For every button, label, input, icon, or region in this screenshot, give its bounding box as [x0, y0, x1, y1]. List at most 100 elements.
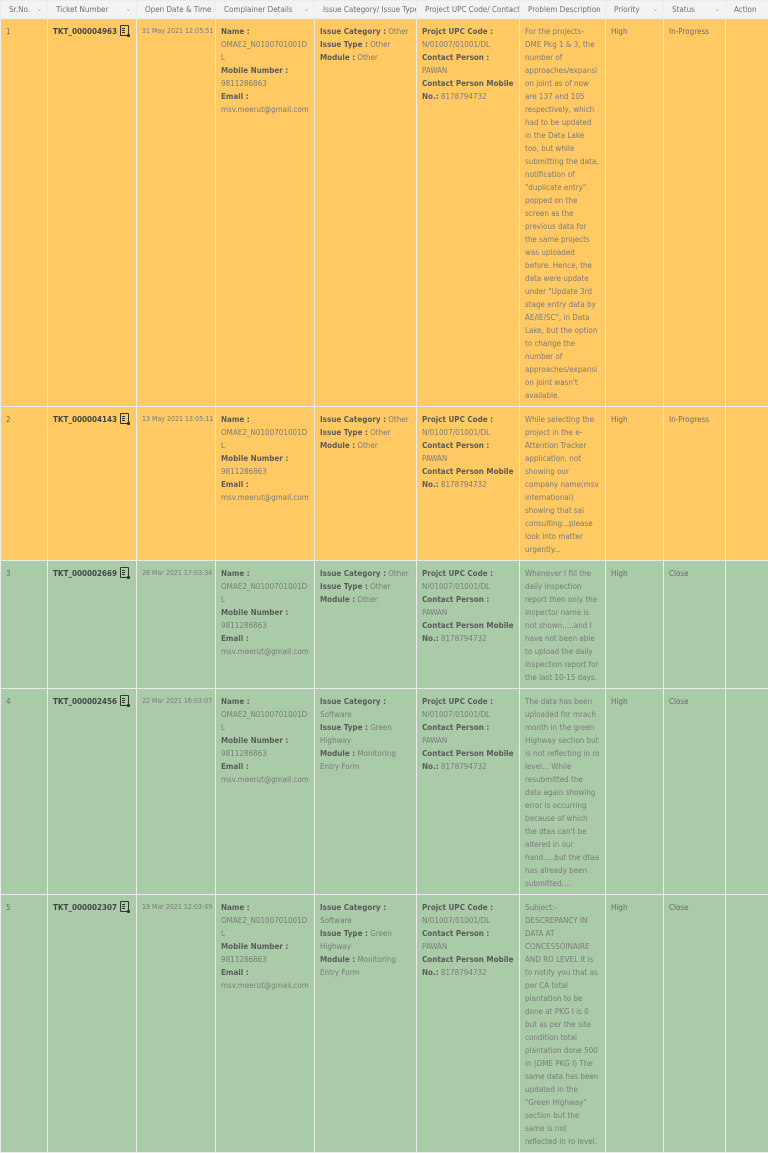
priority: High	[606, 561, 663, 584]
table-row[interactable]: 3 TKT_000002669 26 Mar 2021 17:03:34 Nam…	[1, 561, 768, 689]
cell-sr-no: 3	[1, 561, 48, 689]
clipboard-icon[interactable]	[120, 413, 129, 424]
cell-action	[726, 407, 768, 561]
issue-category-label: Issue Category :	[320, 27, 386, 36]
module: Other	[357, 595, 377, 604]
problem-description: The data has been uploaded for mrach mon…	[520, 689, 605, 894]
chevron-down-icon[interactable]: ⌄	[715, 5, 720, 13]
chevron-down-icon[interactable]: ⌄	[406, 5, 411, 13]
action	[726, 19, 768, 29]
upc-code: N/01007/01001/DL	[422, 580, 514, 593]
problem-description: While selecting the project in the e-Att…	[520, 407, 605, 560]
issue-type-label: Issue Type :	[320, 582, 368, 591]
ticket-number-link[interactable]: TKT_000002669	[53, 569, 117, 578]
cell-complainer-details: Name : OMAE2_N0100701001DL Mobile Number…	[216, 561, 315, 689]
column-header-sr-no[interactable]: Sr.No.⌄	[1, 1, 48, 19]
complainer-email: msv.meerut@gmail.com	[221, 773, 309, 786]
complainer-name: OMAE2_N0100701001DL	[221, 426, 309, 452]
column-header-issue-category[interactable]: Issue Category/ Issue Type⌄	[315, 1, 417, 19]
clipboard-icon[interactable]	[120, 695, 129, 706]
cell-problem-description: For the projects- DME Pkg 1 & 3, the num…	[520, 19, 606, 407]
column-header-open-date[interactable]: Open Date & Time⌄	[137, 1, 216, 19]
complainer-name: OMAE2_N0100701001DL	[221, 38, 309, 64]
cell-issue-category: Issue Category : Other Issue Type : Othe…	[315, 407, 417, 561]
status-badge: Close	[664, 561, 725, 584]
sr-no: 2	[1, 407, 47, 430]
chevron-down-icon[interactable]: ⌄	[595, 5, 600, 13]
priority: High	[606, 19, 663, 42]
chevron-down-icon[interactable]: ⌄	[126, 5, 131, 13]
contact-person: PAWAN	[422, 66, 447, 75]
issue-type-label: Issue Type :	[320, 40, 368, 49]
complainer-email: msv.meerut@gmail.com	[221, 979, 309, 992]
priority: High	[606, 689, 663, 712]
issue-category: Software	[320, 710, 352, 719]
issue-category: Other	[388, 569, 408, 578]
issue-type: Other	[370, 582, 390, 591]
email-label: Email :	[221, 760, 309, 773]
email-label: Email :	[221, 632, 309, 645]
ticket-number-link[interactable]: TKT_000002456	[53, 697, 117, 706]
contact-person: PAWAN	[422, 736, 447, 745]
open-date: 22 Mar 2021 16:03:07	[137, 689, 215, 712]
issue-category: Other	[388, 415, 408, 424]
ticket-number-link[interactable]: TKT_000002307	[53, 903, 117, 912]
open-date: 26 Mar 2021 17:03:34	[137, 561, 215, 584]
upc-code: N/01007/01001/DL	[422, 426, 514, 439]
table-row[interactable]: 2 TKT_000004143 13 May 2021 13:05:11 Nam…	[1, 407, 768, 561]
contact-person-label: Contact Person :	[422, 929, 489, 938]
issue-category: Software	[320, 916, 352, 925]
chevron-down-icon[interactable]: ⌄	[37, 5, 42, 13]
clipboard-icon[interactable]	[120, 25, 129, 36]
module-label: Module :	[320, 595, 355, 604]
column-header-priority[interactable]: Priority⌄	[606, 1, 664, 19]
issue-type-label: Issue Type :	[320, 428, 368, 437]
clipboard-icon[interactable]	[120, 901, 129, 912]
cell-complainer-details: Name : OMAE2_N0100701001DL Mobile Number…	[216, 407, 315, 561]
status-badge: In-Progress	[664, 407, 725, 430]
table-header-row: Sr.No.⌄ Ticket Number⌄ Open Date & Time⌄…	[1, 1, 768, 19]
column-header-project-upc[interactable]: Project UPC Code/ Contact⌄	[417, 1, 520, 19]
priority: High	[606, 407, 663, 430]
clipboard-icon[interactable]	[120, 567, 129, 578]
contact-person-label: Contact Person :	[422, 441, 489, 450]
mobile-label: Mobile Number :	[221, 64, 309, 77]
chevron-down-icon[interactable]: ⌄	[205, 5, 210, 13]
mobile-label: Mobile Number :	[221, 452, 309, 465]
contact-person: PAWAN	[422, 608, 447, 617]
module-label: Module :	[320, 749, 355, 758]
complainer-name: OMAE2_N0100701001DL	[221, 580, 309, 606]
column-header-complainer-details[interactable]: Complainer Details⌄	[216, 1, 315, 19]
ticket-number-link[interactable]: TKT_000004963	[53, 27, 117, 36]
name-label: Name :	[221, 695, 309, 708]
name-label: Name :	[221, 567, 309, 580]
cell-priority: High	[606, 561, 664, 689]
cell-project-upc: Projct UPC Code : N/01007/01001/DL Conta…	[417, 19, 520, 407]
cell-problem-description: Whenever I fill the daily inspection rep…	[520, 561, 606, 689]
column-header-ticket-number[interactable]: Ticket Number⌄	[48, 1, 137, 19]
cell-priority: High	[606, 407, 664, 561]
column-header-problem-description[interactable]: Problem Description⌄	[520, 1, 606, 19]
sr-no: 4	[1, 689, 47, 712]
upc-code: N/01007/01001/DL	[422, 38, 514, 51]
module-label: Module :	[320, 53, 355, 62]
cell-open-date: 31 May 2021 12:05:51	[137, 19, 216, 407]
status-badge: In-Progress	[664, 19, 725, 42]
issue-type: Other	[370, 428, 390, 437]
issue-category-label: Issue Category :	[320, 415, 386, 424]
ticket-number-link[interactable]: TKT_000004143	[53, 415, 117, 424]
chevron-down-icon[interactable]: ⌄	[304, 5, 309, 13]
column-header-status[interactable]: Status⌄	[664, 1, 726, 19]
table-row[interactable]: 4 TKT_000002456 22 Mar 2021 16:03:07 Nam…	[1, 689, 768, 895]
complainer-name: OMAE2_N0100701001DL	[221, 708, 309, 734]
cell-project-upc: Projct UPC Code : N/01007/01001/DL Conta…	[417, 689, 520, 895]
mobile-label: Mobile Number :	[221, 940, 309, 953]
cell-problem-description: While selecting the project in the e-Att…	[520, 407, 606, 561]
chevron-down-icon[interactable]: ⌄	[653, 5, 658, 13]
chevron-down-icon[interactable]: ⌄	[509, 5, 514, 13]
table-row[interactable]: 1 TKT_000004963 31 May 2021 12:05:51 Nam…	[1, 19, 768, 407]
issue-category-label: Issue Category :	[320, 697, 386, 706]
column-header-label: Project UPC Code/ Contact	[417, 1, 519, 14]
module-label: Module :	[320, 441, 355, 450]
